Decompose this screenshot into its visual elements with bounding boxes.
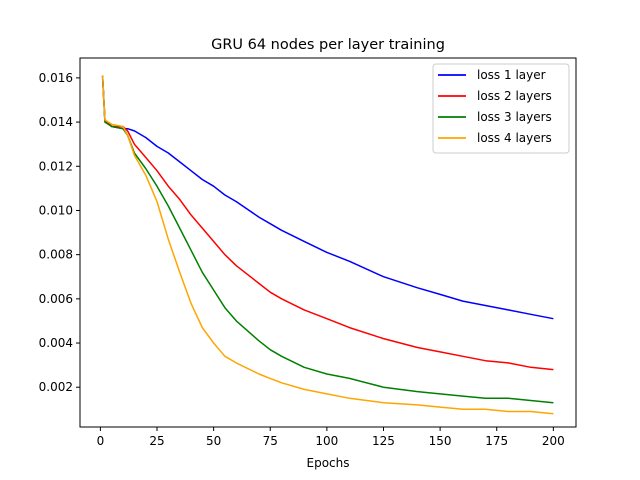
x-tick-label: 200 [542, 434, 565, 448]
y-tick-label: 0.010 [39, 203, 73, 217]
x-tick-label: 100 [315, 434, 338, 448]
legend-label-4: loss 4 layers [477, 131, 552, 145]
series-line-4 [101, 75, 554, 415]
x-tick-label: 150 [429, 434, 452, 448]
x-axis-ticks: 0 25 50 75 100 125 150 175 200 [97, 427, 565, 448]
y-tick-label: 0.008 [39, 248, 73, 262]
chart-title: GRU 64 nodes per layer training [211, 37, 445, 53]
plot-area [79, 57, 577, 428]
x-tick-label: 125 [372, 434, 395, 448]
y-tick-label: 0.002 [39, 380, 73, 394]
legend-label-2: loss 2 layers [477, 89, 552, 103]
x-tick-label: 175 [485, 434, 508, 448]
x-axis-label: Epochs [307, 456, 350, 470]
y-tick-label: 0.006 [39, 292, 73, 306]
y-tick-label: 0.014 [39, 115, 73, 129]
legend: loss 1 layer loss 2 layers loss 3 layers lo… [432, 63, 570, 154]
legend-label-1: loss 1 layer [477, 68, 546, 82]
legend-frame [432, 63, 570, 154]
legend-label-3: loss 3 layers [477, 110, 552, 124]
x-tick-label: 50 [206, 434, 221, 448]
series-line-1 [101, 75, 554, 320]
x-tick-label: 0 [97, 434, 105, 448]
y-tick-label: 0.016 [39, 71, 73, 85]
y-tick-label: 0.004 [39, 336, 73, 350]
y-tick-label: 0.012 [39, 159, 73, 173]
series-line-2 [101, 77, 554, 371]
y-axis-ticks: 0.002 0.004 0.006 0.008 0.010 0.012 0.014 0.016 [39, 71, 80, 394]
x-tick-label: 75 [263, 434, 278, 448]
series-lines [101, 75, 554, 415]
x-tick-label: 25 [149, 434, 164, 448]
